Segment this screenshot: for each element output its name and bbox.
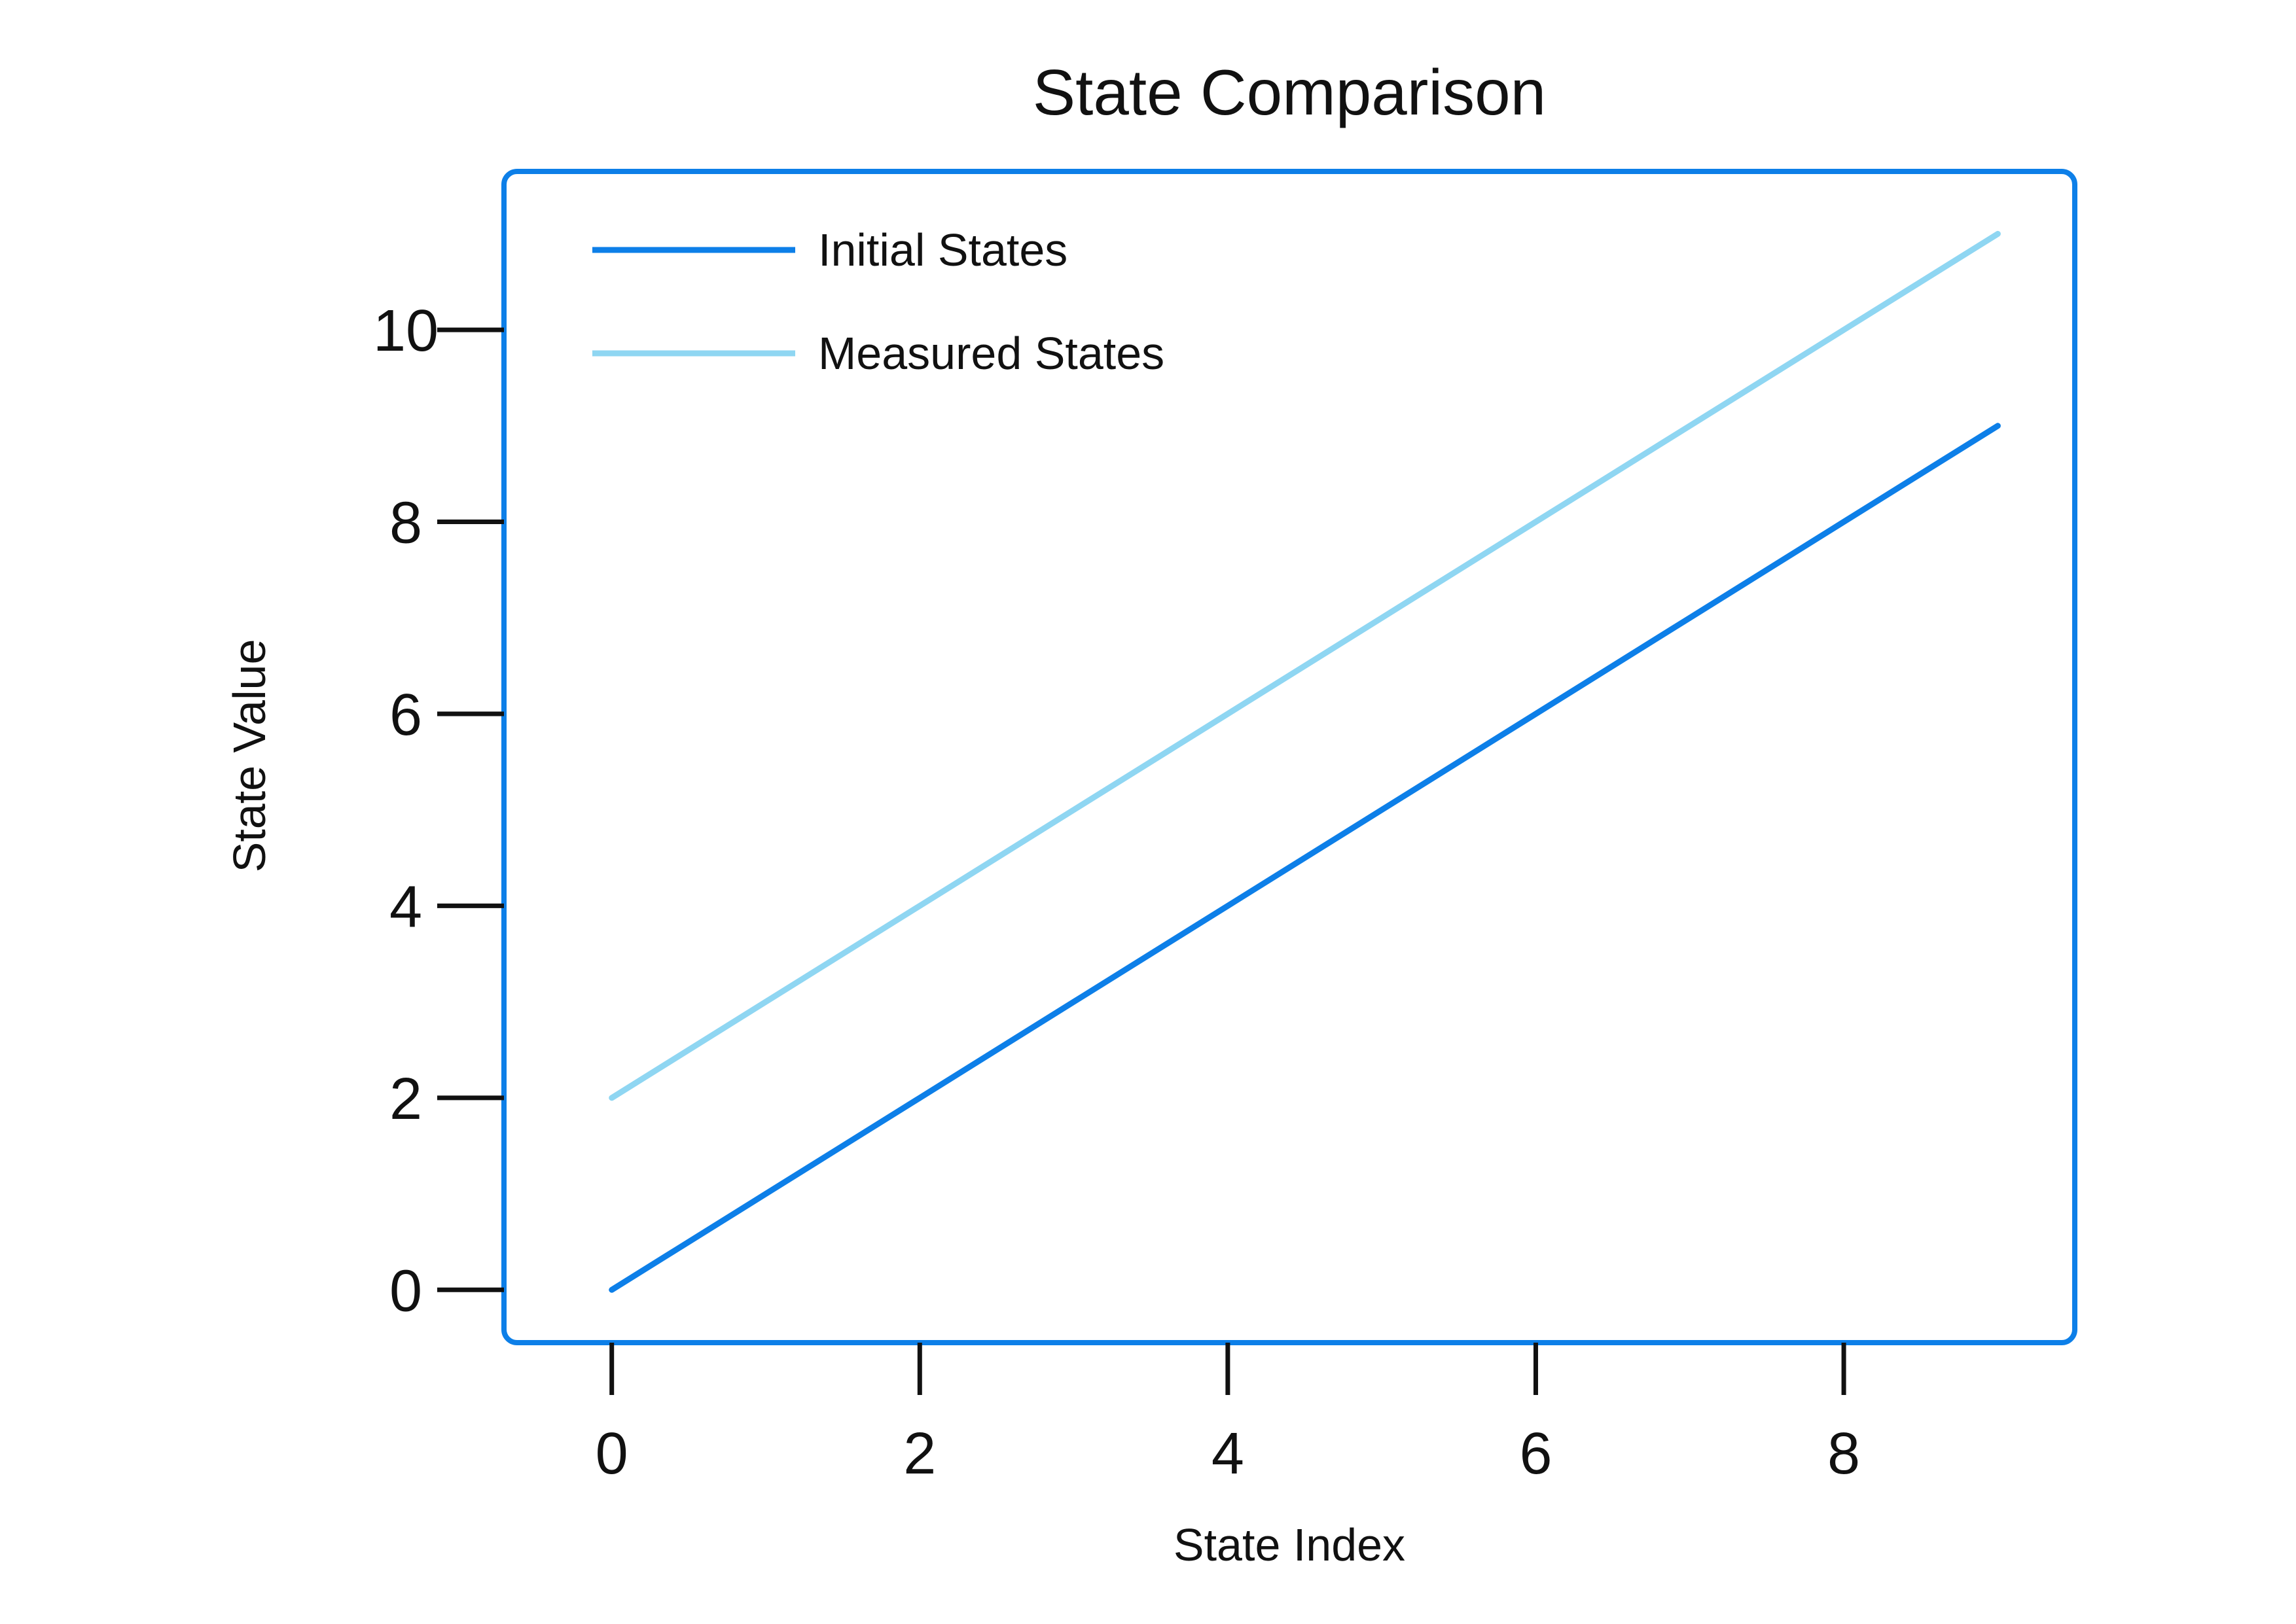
series-line-2 <box>609 230 2001 1101</box>
y-tick-label: 8 <box>389 491 422 556</box>
legend: Initial States Measured States <box>592 224 1164 379</box>
x-tick-label: 6 <box>1519 1421 1552 1487</box>
plot-area <box>501 169 2077 1345</box>
x-axis: 0 2 4 6 8 <box>596 1343 1860 1487</box>
y-tick-label: 10 <box>373 298 439 364</box>
y-tick-label: 6 <box>389 682 422 748</box>
y-axis: 0 2 4 6 8 10 <box>373 298 504 1324</box>
y-tick-label: 2 <box>389 1067 422 1132</box>
y-tick-label: 0 <box>389 1258 422 1324</box>
x-tick-label: 8 <box>1827 1421 1860 1487</box>
y-tick-label: 4 <box>389 874 422 940</box>
x-axis-label: State Index <box>1174 1519 1405 1570</box>
legend-label-2: Measured States <box>818 328 1164 379</box>
x-tick-label: 0 <box>596 1421 628 1487</box>
series-layer <box>609 230 2001 1293</box>
legend-label-1: Initial States <box>818 224 1067 275</box>
series-line-1 <box>609 423 2001 1293</box>
y-axis-label: State Value <box>224 639 275 873</box>
x-tick-label: 4 <box>1211 1421 1244 1487</box>
x-tick-label: 2 <box>903 1421 936 1487</box>
chart-title: State Comparison <box>1033 56 1546 128</box>
